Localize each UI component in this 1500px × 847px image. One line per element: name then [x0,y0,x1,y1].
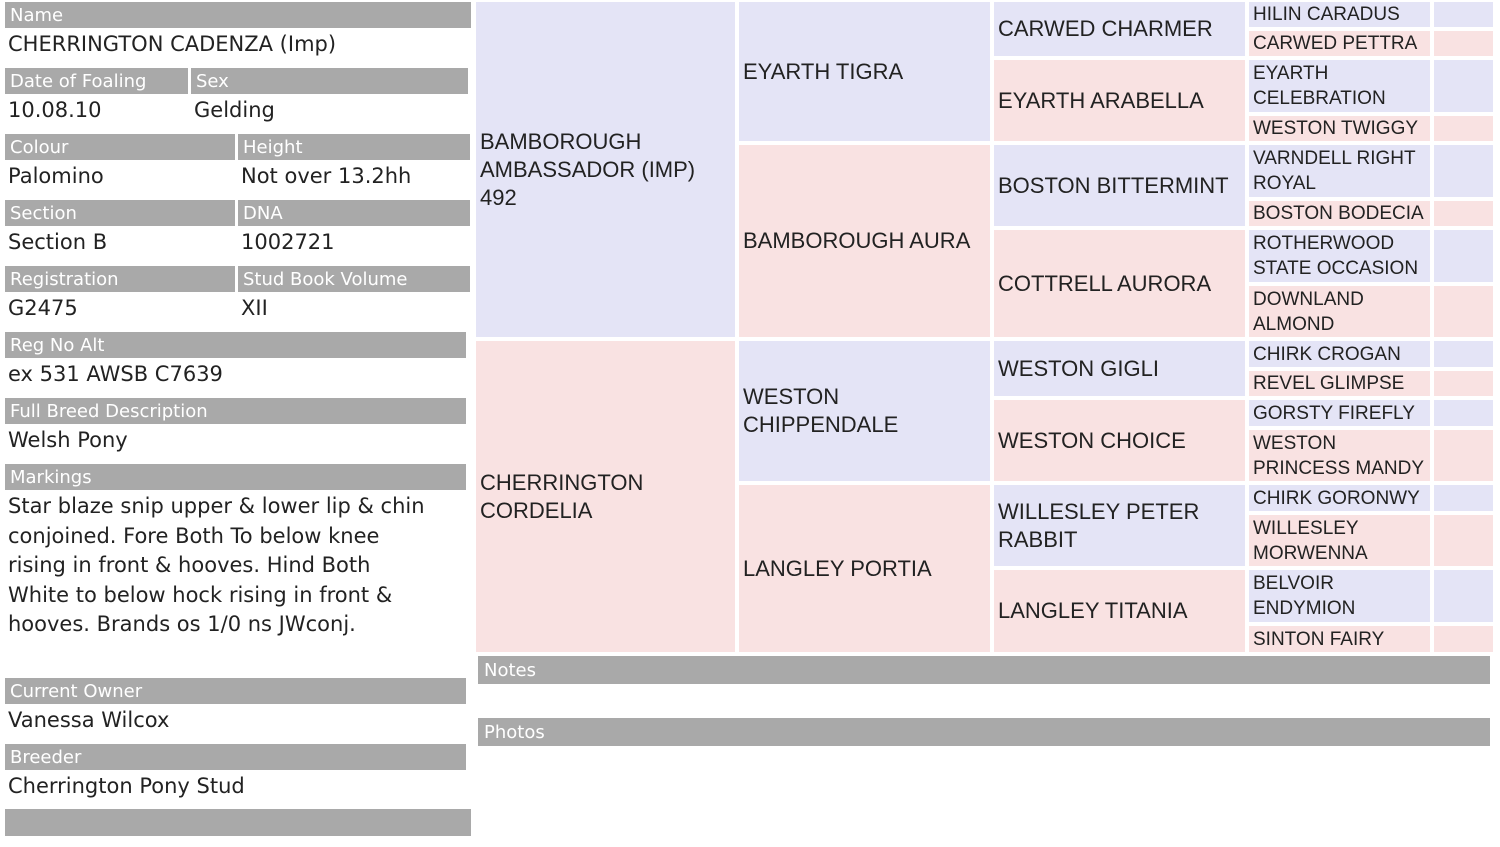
field-value: 1002721 [241,230,335,254]
pedigree-cell: LANGLEY PORTIA [739,485,990,652]
pedigree-cell: CHERRINGTON CORDELIA [476,341,735,652]
pedigree-cell: COTTRELL AURORA [994,230,1245,337]
pedigree-cell: REVEL GLIMPSE [1249,371,1430,396]
field-label: Registration [5,266,235,292]
pedigree-cell: WILLESLEY PETER RABBIT [994,485,1245,566]
pedigree-cell: HILIN CARADUS [1249,2,1430,27]
field-label: Sex [191,68,468,94]
field-value: Not over 13.2hh [241,164,412,188]
field-label: Full Breed Description [5,398,466,424]
pedigree-color-cell [1434,286,1493,337]
field-label: Date of Foaling [5,68,188,94]
pedigree-cell: WESTON GIGLI [994,341,1245,396]
field-value: Gelding [194,98,275,122]
pedigree-cell: CARWED CHARMER [994,2,1245,56]
pedigree-color-cell [1434,371,1493,396]
pedigree-color-cell [1434,341,1493,367]
notes-header: Notes [478,656,1490,684]
pedigree-color-cell [1434,570,1493,622]
field-label: Section [5,200,235,226]
pedigree-color-cell [1434,60,1493,112]
field-label: DNA [238,200,470,226]
pedigree-color-cell [1434,201,1493,226]
field-value: XII [241,296,268,320]
field-label: Reg No Alt [5,332,466,358]
pedigree-cell: BAMBOROUGH AMBASSADOR (IMP) 492 [476,2,735,337]
pedigree-cell: BOSTON BODECIA [1249,201,1430,226]
pedigree-cell: SINTON FAIRY [1249,626,1430,652]
pedigree-cell: DOWNLAND ALMOND [1249,286,1430,337]
field-value: Welsh Pony [8,428,128,452]
pedigree-cell: WESTON PRINCESS MANDY [1249,430,1430,481]
pedigree-color-cell [1434,145,1493,197]
pedigree-cell: LANGLEY TITANIA [994,570,1245,652]
field-value: 10.08.10 [8,98,102,122]
pedigree-color-cell [1434,515,1493,566]
pedigree-color-cell [1434,116,1493,141]
pedigree-color-cell [1434,2,1493,27]
pedigree-color-cell [1434,31,1493,56]
field-label: Stud Book Volume [238,266,470,292]
pedigree-color-cell [1434,485,1493,511]
pedigree-cell: EYARTH ARABELLA [994,60,1245,141]
pedigree-color-cell [1434,626,1493,652]
pedigree-cell: EYARTH CELEBRATION [1249,60,1430,112]
pedigree-cell: ROTHERWOOD STATE OCCASION [1249,230,1430,282]
pedigree-cell: GORSTY FIREFLY [1249,400,1430,426]
photos-header: Photos [478,718,1490,746]
field-value: Palomino [8,164,104,188]
pedigree-cell: WESTON TWIGGY [1249,116,1430,141]
pedigree-cell: CHIRK GORONWY [1249,485,1430,511]
pedigree-cell: BELVOIR ENDYMION [1249,570,1430,622]
pedigree-cell: BOSTON BITTERMINT [994,145,1245,226]
field-label: Colour [5,134,235,160]
field-label: Breeder [5,744,466,770]
pedigree-cell: WESTON CHIPPENDALE [739,341,990,481]
pedigree-color-cell [1434,430,1493,481]
pedigree-cell: VARNDELL RIGHT ROYAL [1249,145,1430,197]
field-label: Name [5,2,471,28]
pedigree-cell: BAMBOROUGH AURA [739,145,990,337]
field-label: Markings [5,464,466,490]
pedigree-color-cell [1434,230,1493,282]
field-value: G2475 [8,296,78,320]
pedigree-cell: CARWED PETTRA [1249,31,1430,56]
field-label: Current Owner [5,678,466,704]
pedigree-cell: WESTON CHOICE [994,400,1245,481]
pedigree-color-cell [1434,400,1493,426]
pedigree-cell: EYARTH TIGRA [739,2,990,141]
field-label: Height [238,134,470,160]
footer-bar [5,809,471,836]
pedigree-cell: CHIRK CROGAN [1249,341,1430,367]
field-value: Vanessa Wilcox [8,708,170,732]
field-value: Star blaze snip upper & lower lip & chin… [8,494,425,636]
field-value: ex 531 AWSB C7639 [8,362,223,386]
field-value: Cherrington Pony Stud [8,774,245,798]
field-value: Section B [8,230,108,254]
field-value: CHERRINGTON CADENZA (Imp) [8,32,337,56]
pedigree-cell: WILLESLEY MORWENNA [1249,515,1430,566]
